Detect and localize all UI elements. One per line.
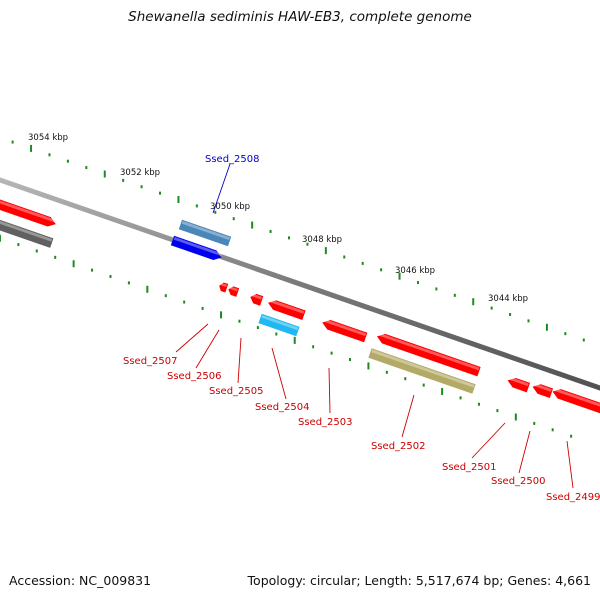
leader-line — [471, 422, 506, 459]
topology-label: Topology: — [247, 573, 307, 588]
leader-line — [175, 323, 209, 353]
gene-label-ssed-2505[interactable]: Ssed_2505 — [209, 386, 264, 397]
scale-label: 3048 kbp — [302, 235, 342, 245]
gene-label-ssed-2500[interactable]: Ssed_2500 — [491, 476, 546, 487]
leader-line — [401, 394, 415, 438]
page-title: Shewanella sediminis HAW-EB3, complete g… — [128, 9, 472, 25]
label-leader-lines — [175, 163, 574, 489]
gene-block-offscreen-gray — [0, 212, 54, 248]
gene-arrow-ssed-2506 — [228, 286, 240, 297]
gene-label-ssed-2508[interactable]: Ssed_2508 — [205, 154, 260, 165]
gene-arrow-ssed-2507 — [219, 282, 229, 293]
gene-block-olive — [368, 348, 476, 394]
gene-arrow-ssed-2508 — [170, 235, 222, 260]
gene-label-ssed-2506[interactable]: Ssed_2506 — [167, 371, 222, 382]
leader-line — [518, 430, 531, 474]
gene-arrow-ssed-2504 — [268, 299, 306, 320]
leader-line — [328, 367, 331, 414]
gene-block-steelblue — [178, 219, 232, 247]
gene-label-ssed-2501[interactable]: Ssed_2501 — [442, 462, 497, 473]
genes-label: Genes: — [507, 573, 552, 588]
accession-label: Accession: — [9, 573, 76, 588]
leader-line — [212, 163, 231, 214]
scale-label: 3044 kbp — [488, 294, 528, 304]
length-label: Length: — [364, 573, 412, 588]
scale-label: 3052 kbp — [120, 168, 160, 178]
genome-summary: Topology: circular; Length: 5,517,674 bp… — [247, 573, 591, 588]
gene-label-ssed-2503[interactable]: Ssed_2503 — [298, 417, 353, 428]
accession-value: NC_009831 — [79, 573, 152, 588]
gene-block-cyan — [258, 313, 300, 337]
gene-arrow-ssed-2505 — [250, 293, 264, 306]
genome-backbone — [0, 177, 600, 391]
gene-arrow-offscreen-red — [0, 193, 57, 227]
leader-line — [271, 347, 287, 400]
leader-line — [237, 337, 242, 384]
scale-label: 3050 kbp — [210, 202, 250, 212]
gene-label-ssed-2502[interactable]: Ssed_2502 — [371, 441, 426, 452]
gene-labels: Ssed_2508 Ssed_2507 Ssed_2506 Ssed_2505 Ssed… — [123, 154, 600, 503]
gene-label-ssed-2507[interactable]: Ssed_2507 — [123, 356, 178, 367]
gene-arrow-ssed-2500 — [532, 383, 554, 398]
outer-tick-track — [11, 140, 585, 342]
leader-line — [566, 440, 574, 489]
gene-arrow-ssed-2499 — [552, 388, 600, 416]
accession-line: Accession: NC_009831 — [9, 573, 151, 588]
backbone-line — [0, 177, 600, 391]
topology-value: circular — [310, 573, 357, 588]
gene-label-ssed-2504[interactable]: Ssed_2504 — [255, 402, 310, 413]
scale-label: 3046 kbp — [395, 266, 435, 276]
gene-label-ssed-2499[interactable]: Ssed_2499 — [546, 492, 600, 503]
genes-value: 4,661 — [555, 573, 591, 588]
gene-arrow-ssed-2502 — [376, 332, 481, 377]
gene-features — [0, 193, 600, 416]
scale-labels: 3054 kbp 3052 kbp 3050 kbp 3048 kbp 3046 kbp… — [28, 133, 528, 304]
length-value: 5,517,674 bp — [415, 573, 500, 588]
gene-arrow-ssed-2503 — [322, 319, 368, 343]
scale-label: 3054 kbp — [28, 133, 68, 143]
leader-line — [195, 329, 220, 369]
inner-tick-track — [0, 234, 573, 438]
gene-arrow-ssed-2501 — [507, 376, 531, 393]
